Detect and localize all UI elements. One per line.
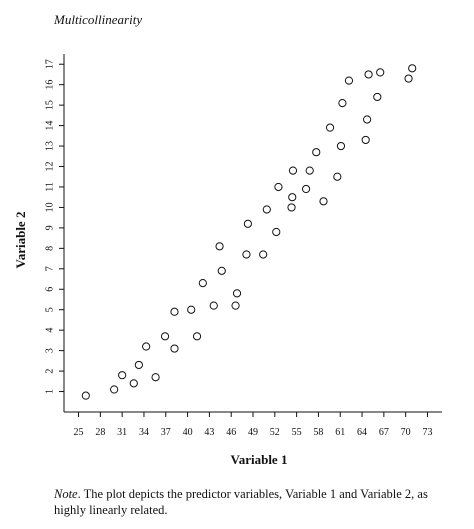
y-tick-label: 12 bbox=[44, 162, 55, 172]
data-point bbox=[333, 172, 342, 181]
note-lead: Note bbox=[54, 487, 78, 501]
data-point bbox=[231, 301, 240, 310]
y-tick-label: 14 bbox=[44, 121, 55, 131]
figure-note: Note. The plot depicts the predictor var… bbox=[54, 486, 454, 518]
chart-title: Multicollinearity bbox=[54, 12, 143, 27]
data-point bbox=[361, 135, 370, 145]
y-tick-label: 4 bbox=[44, 328, 55, 333]
data-point bbox=[242, 250, 251, 259]
x-tick-label: 43 bbox=[204, 427, 214, 438]
x-tick-label: 49 bbox=[248, 427, 258, 438]
x-tick-label: 67 bbox=[379, 427, 389, 438]
y-tick-label: 8 bbox=[44, 246, 55, 251]
x-tick-label: 34 bbox=[139, 427, 149, 438]
data-point bbox=[129, 379, 138, 388]
y-tick-label: 6 bbox=[44, 287, 55, 292]
data-point bbox=[319, 197, 328, 206]
y-tick-label: 2 bbox=[44, 369, 55, 374]
data-point bbox=[312, 148, 321, 157]
data-point bbox=[259, 250, 268, 259]
data-point bbox=[288, 193, 297, 202]
data-point bbox=[215, 242, 224, 251]
y-tick-label: 3 bbox=[44, 348, 55, 353]
data-point bbox=[336, 141, 346, 151]
x-tick-label: 61 bbox=[335, 427, 345, 438]
data-point bbox=[110, 385, 119, 394]
data-point bbox=[134, 360, 143, 370]
data-point bbox=[243, 219, 253, 228]
x-tick-label: 64 bbox=[357, 427, 367, 438]
data-point bbox=[232, 289, 242, 298]
data-point bbox=[160, 332, 170, 341]
data-point bbox=[142, 342, 151, 351]
data-point bbox=[170, 307, 179, 316]
y-tick-label: 13 bbox=[44, 141, 55, 151]
data-point bbox=[151, 373, 160, 382]
data-point bbox=[301, 184, 311, 194]
x-tick-label: 58 bbox=[313, 427, 323, 438]
data-point bbox=[408, 64, 417, 73]
y-tick-label: 11 bbox=[44, 182, 55, 192]
x-tick-label: 37 bbox=[161, 427, 171, 438]
x-axis-label: Variable 1 bbox=[230, 452, 288, 467]
data-point bbox=[287, 203, 296, 212]
data-point bbox=[118, 371, 127, 380]
y-tick-label: 15 bbox=[44, 100, 55, 110]
y-tick-label: 1 bbox=[44, 389, 55, 394]
data-point bbox=[376, 68, 385, 77]
y-tick-label: 16 bbox=[44, 80, 55, 90]
data-point bbox=[187, 305, 196, 314]
x-tick-label: 46 bbox=[226, 427, 236, 438]
data-point bbox=[198, 279, 207, 288]
data-point bbox=[363, 115, 372, 124]
data-point bbox=[325, 123, 335, 132]
x-tick-label: 52 bbox=[270, 427, 280, 438]
note-text: . The plot depicts the predictor variabl… bbox=[54, 487, 428, 517]
data-point bbox=[305, 166, 314, 175]
data-point bbox=[217, 266, 226, 275]
x-tick-label: 31 bbox=[117, 427, 127, 438]
data-point bbox=[170, 344, 179, 353]
data-point bbox=[192, 332, 202, 341]
y-tick-label: 7 bbox=[44, 266, 55, 271]
data-point bbox=[373, 92, 382, 102]
y-tick-label: 5 bbox=[44, 307, 55, 312]
data-point bbox=[364, 70, 373, 79]
x-tick-label: 40 bbox=[183, 427, 193, 438]
x-tick-label: 73 bbox=[422, 427, 432, 438]
data-point bbox=[262, 205, 271, 214]
x-tick-label: 55 bbox=[292, 427, 302, 438]
data-point bbox=[288, 166, 298, 175]
data-point bbox=[404, 74, 413, 83]
data-point bbox=[338, 98, 347, 108]
y-tick-label: 9 bbox=[44, 225, 55, 230]
data-point bbox=[274, 182, 283, 192]
data-point bbox=[344, 76, 354, 85]
data-point bbox=[81, 391, 90, 400]
y-tick-label: 10 bbox=[44, 202, 55, 212]
data-points bbox=[81, 64, 417, 400]
data-point bbox=[272, 227, 281, 237]
x-tick-label: 70 bbox=[401, 427, 411, 438]
y-tick-label: 17 bbox=[44, 59, 55, 69]
axes: 25 28 31 34 37 40 43 46 49 52 55 58 61 64 67 70 73123456… bbox=[44, 54, 442, 438]
x-tick-label: 28 bbox=[95, 427, 105, 438]
data-point bbox=[209, 301, 218, 310]
x-tick-label: 25 bbox=[74, 427, 84, 438]
